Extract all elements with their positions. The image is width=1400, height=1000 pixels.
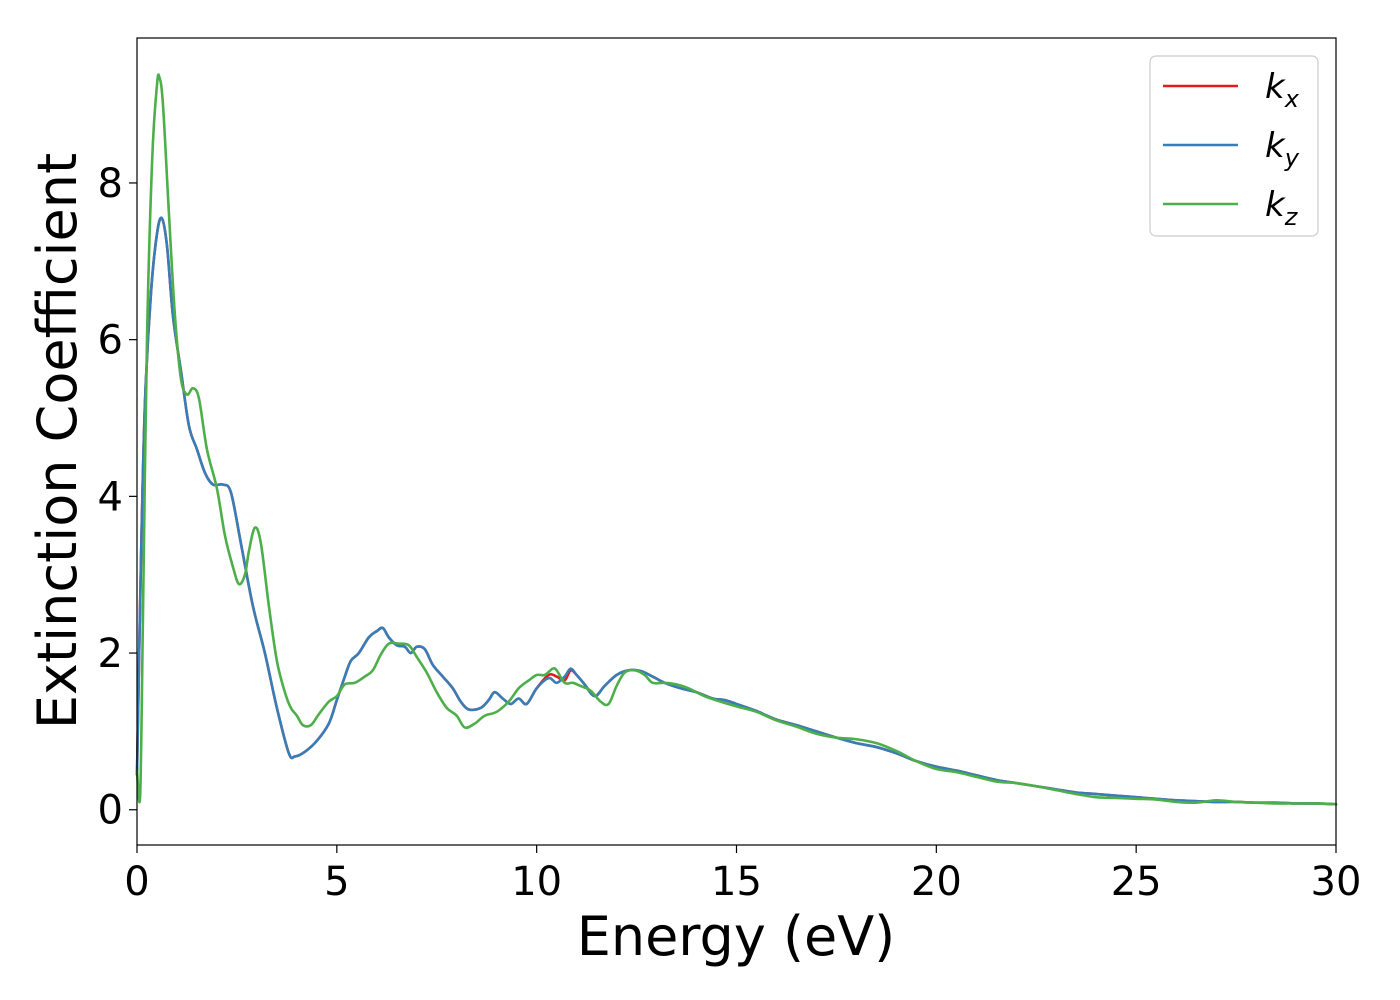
x-axis-ticks: 0 5 10 15 20 25 30 (124, 845, 1361, 905)
x-tick-label: 0 (124, 859, 149, 905)
y-tick-label: 2 (98, 631, 123, 677)
x-tick-label: 25 (1111, 859, 1162, 905)
plot-background (137, 38, 1336, 845)
legend-label-kx: kx (1265, 67, 1300, 113)
x-axis-title: Energy (eV) (577, 905, 896, 968)
y-tick-label: 0 (98, 788, 123, 834)
y-tick-label: 8 (98, 161, 123, 207)
y-tick-label: 6 (98, 318, 123, 364)
x-tick-label: 5 (324, 859, 349, 905)
x-tick-label: 30 (1311, 859, 1362, 905)
y-axis-ticks: 0 2 4 6 8 (98, 161, 137, 834)
y-axis-title: Extinction Coefficient (26, 153, 89, 729)
x-tick-label: 15 (711, 859, 762, 905)
x-tick-label: 10 (511, 859, 562, 905)
series-line-kz (135, 73, 1338, 806)
y-tick-label: 4 (98, 474, 123, 520)
legend-label-kz: kz (1265, 185, 1299, 231)
legend: kx ky kz (1149, 55, 1319, 237)
legend-label-ky: ky (1265, 126, 1300, 172)
x-tick-label: 20 (911, 859, 962, 905)
series-layer (135, 73, 1338, 806)
